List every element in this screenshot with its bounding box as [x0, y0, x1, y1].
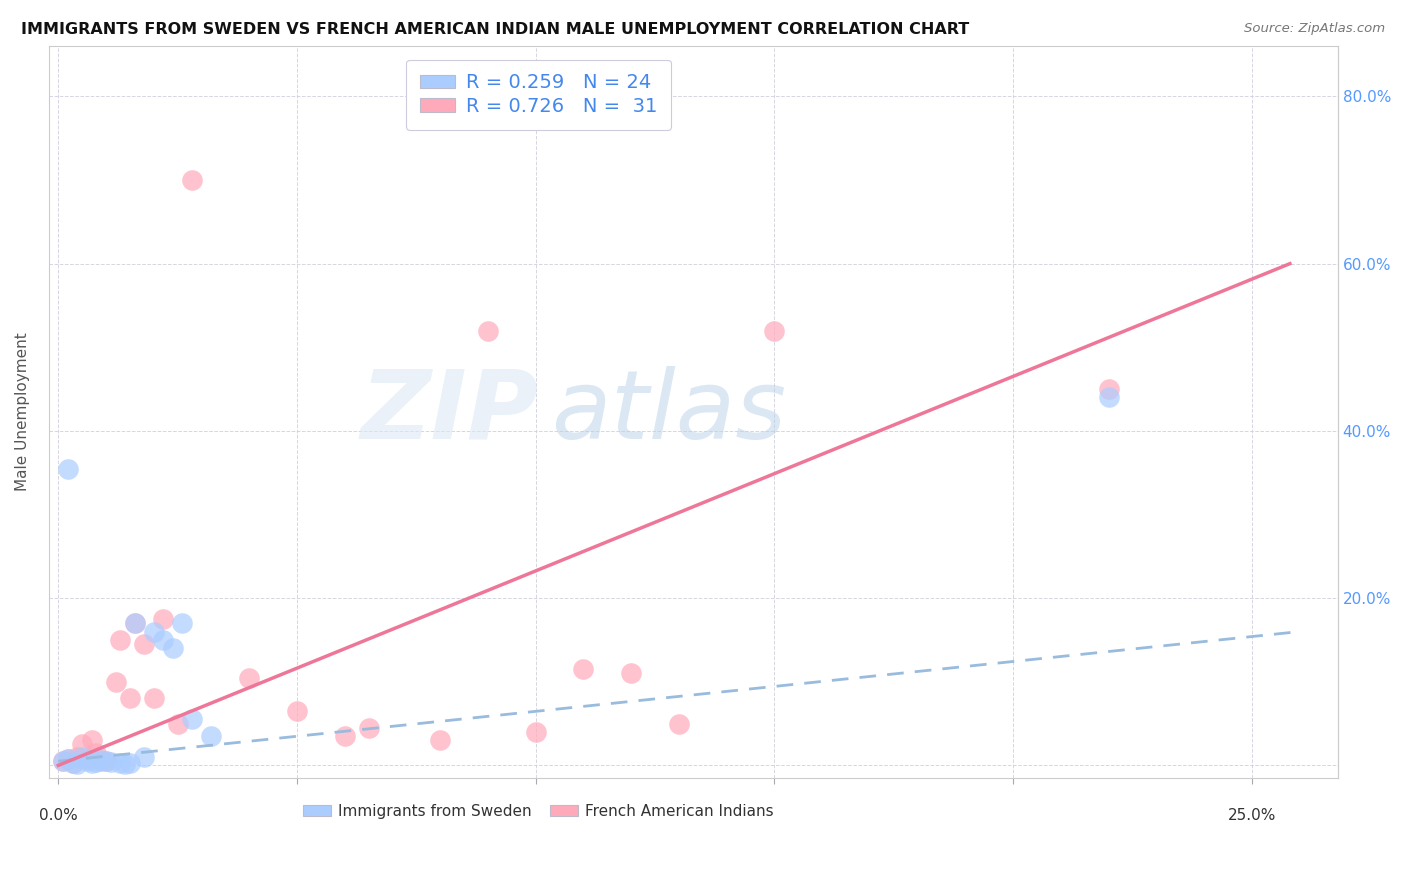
Point: [238, 671, 260, 685]
Point: [477, 324, 499, 338]
Point: [524, 725, 547, 739]
Text: Source: ZipAtlas.com: Source: ZipAtlas.com: [1244, 22, 1385, 36]
Point: [56, 461, 79, 475]
Point: [285, 704, 308, 718]
Point: [80, 733, 103, 747]
Point: [166, 716, 188, 731]
Point: [110, 632, 132, 647]
Point: [94, 754, 117, 768]
Point: [94, 754, 117, 768]
Point: [52, 754, 75, 768]
Point: [56, 752, 79, 766]
Point: [124, 616, 146, 631]
Point: [152, 632, 174, 647]
Point: [142, 691, 165, 706]
Point: [181, 173, 204, 187]
Point: [86, 746, 108, 760]
Point: [52, 754, 75, 768]
Point: [56, 752, 79, 766]
Point: [114, 756, 136, 771]
Point: [429, 733, 451, 747]
Point: [668, 716, 690, 731]
Point: [118, 756, 141, 770]
Y-axis label: Male Unemployment: Male Unemployment: [15, 333, 30, 491]
Point: [70, 750, 93, 764]
Point: [763, 324, 786, 338]
Point: [172, 616, 194, 631]
Text: 0.0%: 0.0%: [39, 808, 77, 823]
Point: [572, 662, 595, 676]
Point: [620, 666, 643, 681]
Point: [134, 750, 156, 764]
Text: 25.0%: 25.0%: [1227, 808, 1275, 823]
Point: [90, 754, 112, 768]
Point: [100, 755, 122, 769]
Point: [62, 756, 84, 770]
Legend: Immigrants from Sweden, French American Indians: Immigrants from Sweden, French American …: [297, 798, 780, 825]
Point: [333, 729, 356, 743]
Text: IMMIGRANTS FROM SWEDEN VS FRENCH AMERICAN INDIAN MALE UNEMPLOYMENT CORRELATION C: IMMIGRANTS FROM SWEDEN VS FRENCH AMERICA…: [21, 22, 969, 37]
Point: [142, 624, 165, 639]
Point: [162, 641, 184, 656]
Point: [76, 754, 98, 768]
Point: [70, 738, 93, 752]
Point: [86, 755, 108, 769]
Point: [80, 756, 103, 770]
Point: [104, 674, 127, 689]
Point: [152, 612, 174, 626]
Point: [200, 729, 222, 743]
Point: [134, 637, 156, 651]
Point: [181, 712, 204, 726]
Point: [124, 616, 146, 631]
Point: [66, 756, 89, 771]
Point: [66, 750, 89, 764]
Point: [110, 756, 132, 770]
Text: atlas: atlas: [551, 366, 786, 458]
Point: [118, 691, 141, 706]
Point: [62, 756, 84, 770]
Point: [1097, 391, 1119, 405]
Text: ZIP: ZIP: [361, 366, 538, 458]
Point: [76, 752, 98, 766]
Point: [1097, 382, 1119, 396]
Point: [90, 752, 112, 766]
Point: [357, 721, 380, 735]
